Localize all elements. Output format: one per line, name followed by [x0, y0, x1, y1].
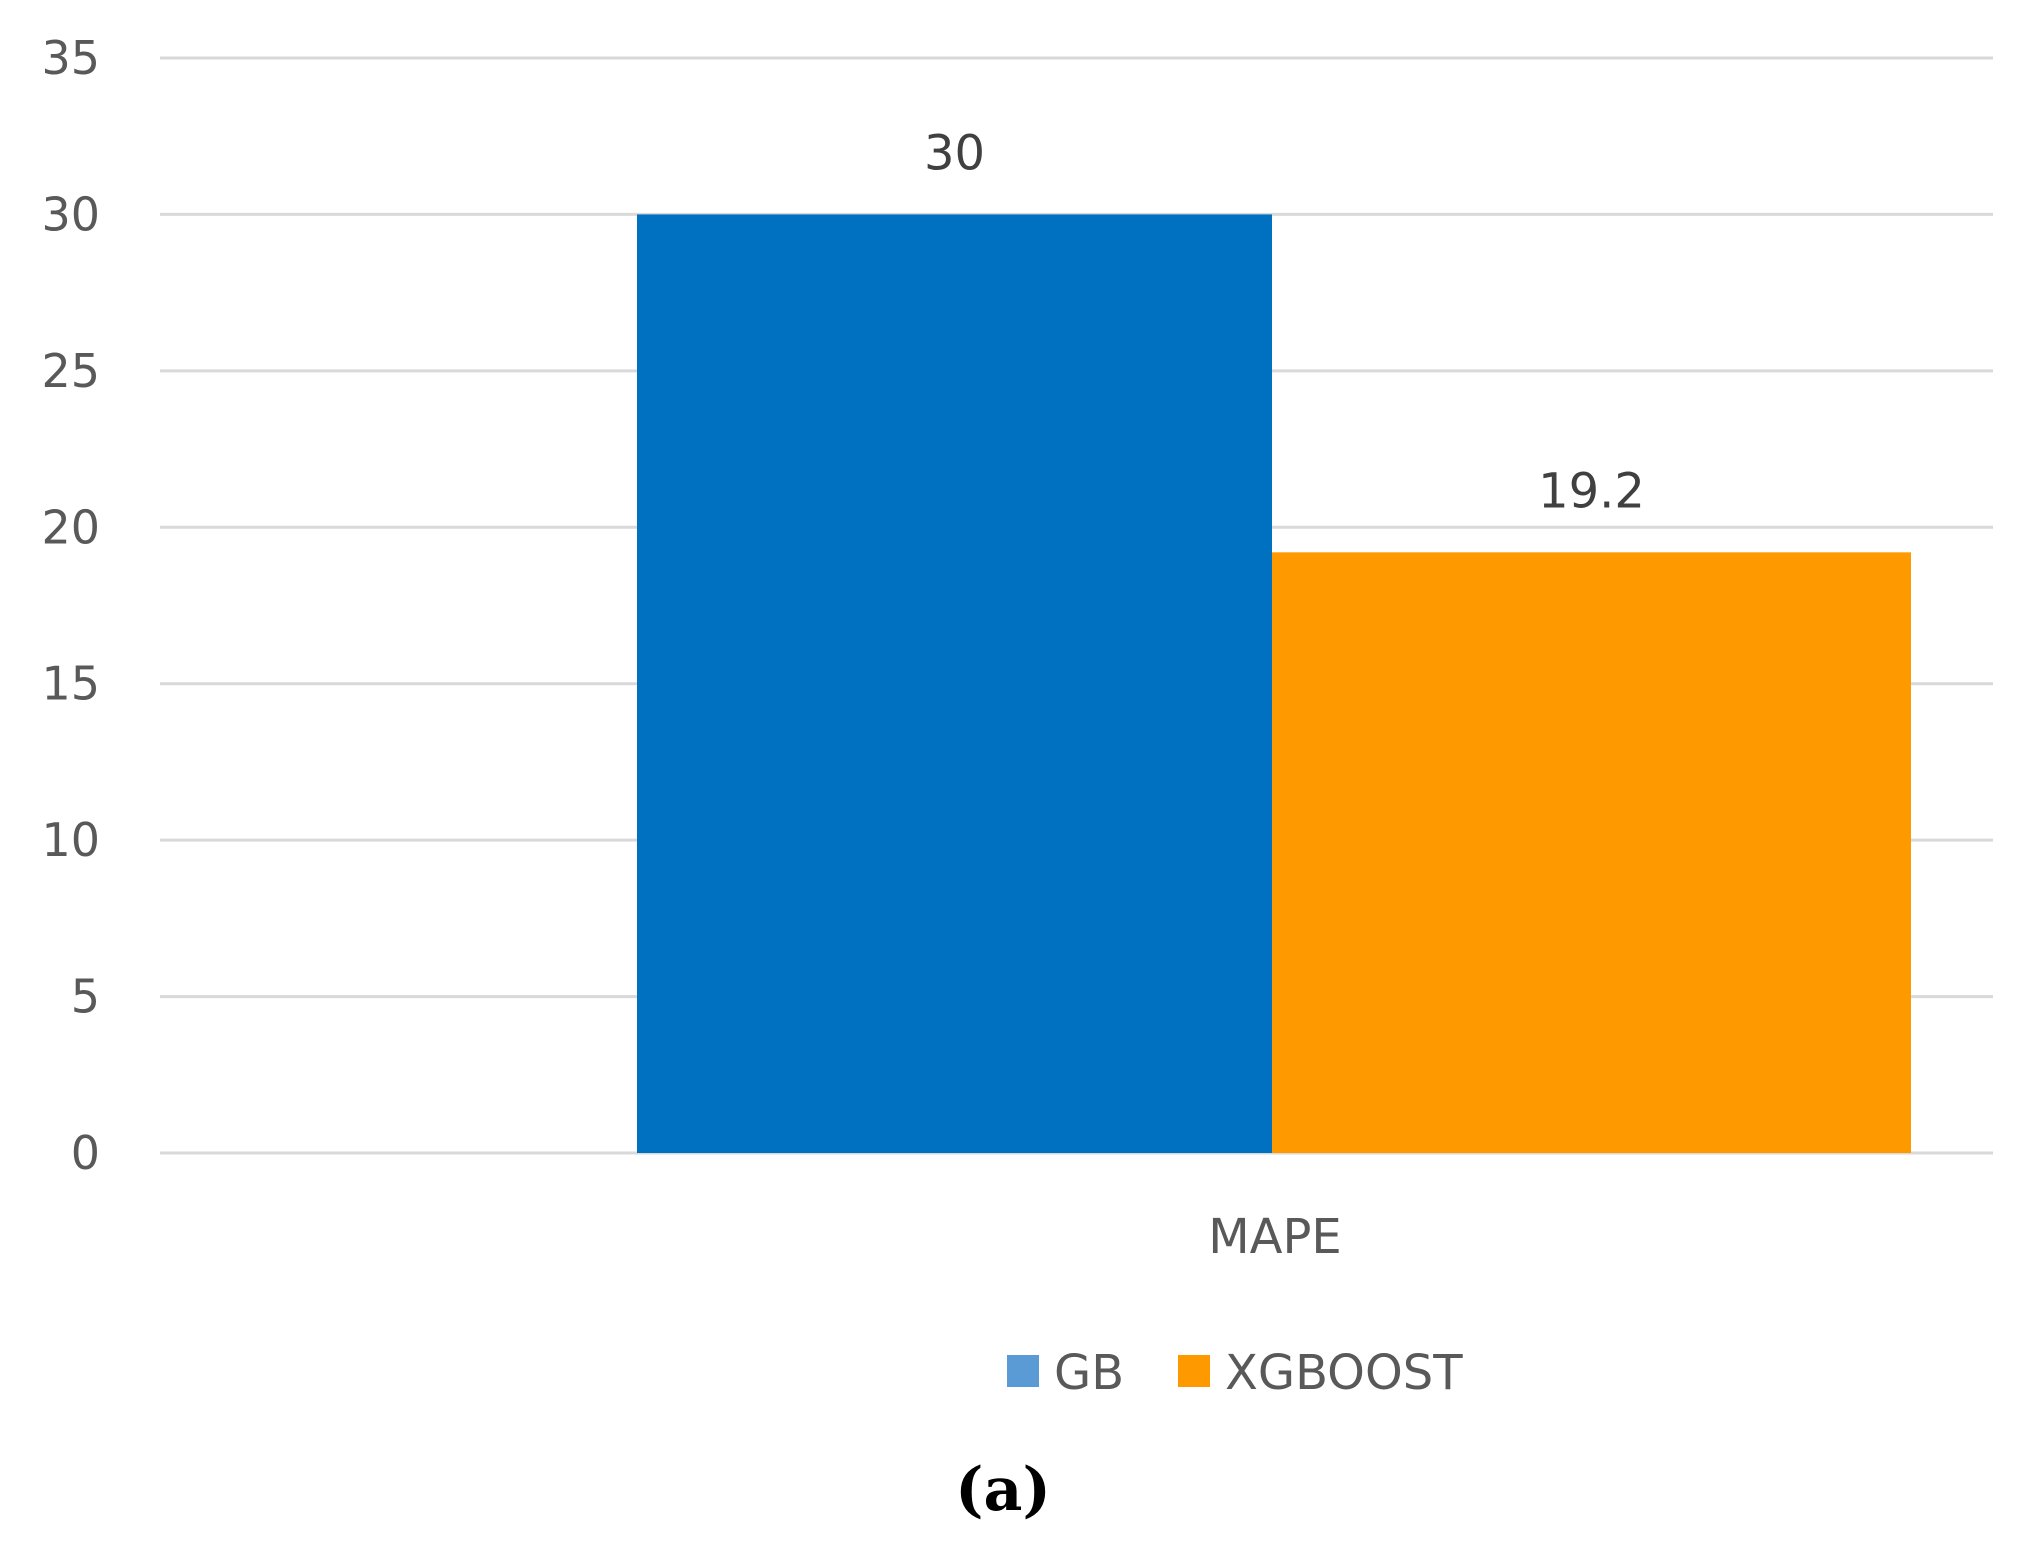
y-tick-label: 25 — [41, 344, 100, 398]
y-tick-label: 20 — [41, 500, 100, 554]
figure-caption: (a) — [955, 1455, 1051, 1525]
bar-xgboost — [1272, 552, 1911, 1153]
bar-gb — [637, 214, 1272, 1153]
legend-swatch-xgboost — [1178, 1355, 1210, 1387]
data-label-gb: 30 — [924, 125, 985, 181]
y-tick-label: 5 — [71, 970, 100, 1024]
y-tick-label: 35 — [41, 31, 100, 85]
legend: GB XGBOOST — [1007, 1345, 1463, 1401]
legend-label-xgboost: XGBOOST — [1225, 1345, 1463, 1401]
y-axis-ticks: 0 5 10 15 20 25 30 35 — [41, 31, 100, 1180]
bars — [637, 214, 1911, 1153]
y-tick-label: 15 — [41, 657, 100, 711]
x-category-label: MAPE — [1208, 1209, 1342, 1265]
legend-swatch-gb — [1007, 1355, 1039, 1387]
y-tick-label: 0 — [71, 1126, 100, 1180]
y-tick-label: 10 — [41, 813, 100, 867]
data-label-xgboost: 19.2 — [1538, 463, 1645, 519]
data-labels: 30 19.2 — [924, 125, 1645, 519]
y-tick-label: 30 — [41, 187, 100, 241]
legend-label-gb: GB — [1054, 1345, 1124, 1401]
